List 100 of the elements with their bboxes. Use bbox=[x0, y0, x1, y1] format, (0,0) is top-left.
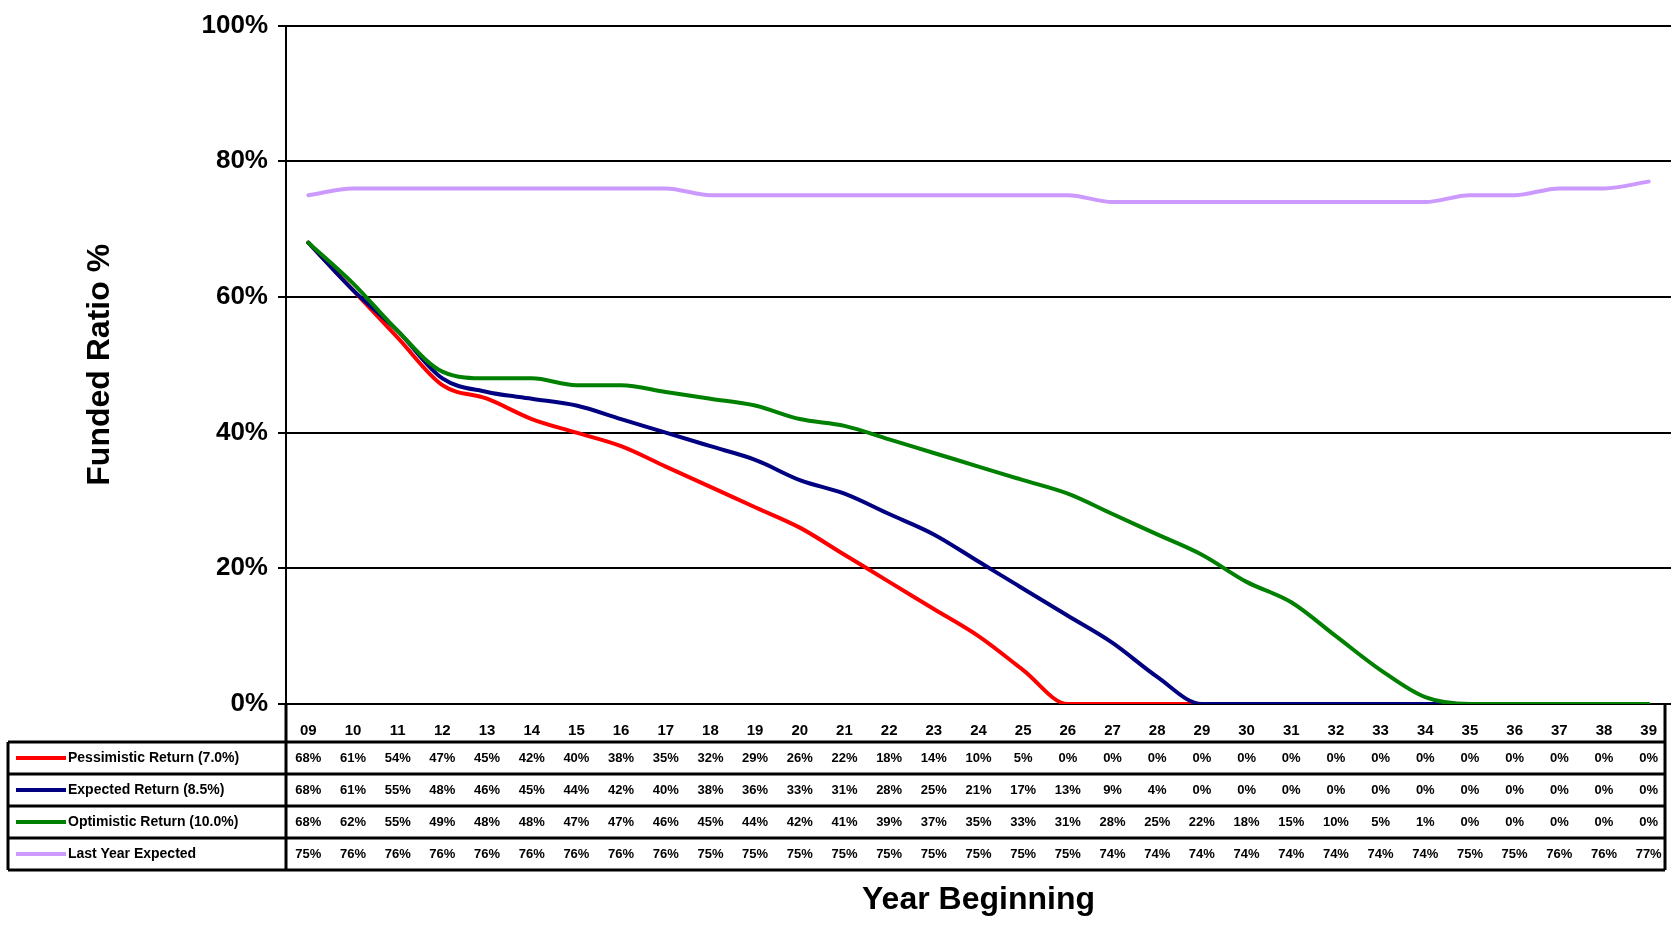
data-label: 76% bbox=[429, 845, 456, 861]
data-label: 42% bbox=[786, 813, 814, 829]
x-axis-title: Year Beginning bbox=[862, 879, 1095, 916]
data-label: 0% bbox=[1326, 781, 1346, 797]
data-label: 0% bbox=[1549, 813, 1570, 829]
x-tick-label: 10 bbox=[344, 721, 362, 739]
x-tick-label: 26 bbox=[1059, 721, 1077, 739]
x-tick-label: 24 bbox=[970, 721, 988, 739]
data-label: 45% bbox=[474, 749, 501, 765]
data-label: 31% bbox=[1054, 813, 1082, 829]
data-label: 0% bbox=[1505, 813, 1525, 829]
text: 0% bbox=[1505, 781, 1525, 797]
data-label: 38% bbox=[608, 749, 635, 765]
data-label: 76% bbox=[474, 845, 501, 861]
legend-label: Expected Return (8.5%) bbox=[68, 780, 225, 797]
data-label: 33% bbox=[786, 781, 814, 797]
text: 0% bbox=[1415, 749, 1435, 765]
data-label: 61% bbox=[340, 781, 367, 797]
data-label: 5% bbox=[1371, 813, 1391, 829]
data-label: 75% bbox=[1054, 845, 1082, 861]
data-label: 15% bbox=[1278, 813, 1305, 829]
text: 0% bbox=[1505, 749, 1525, 765]
data-label: 0% bbox=[1192, 781, 1212, 797]
text: 0% bbox=[1549, 781, 1569, 797]
data-label: 0% bbox=[1594, 813, 1614, 829]
data-label: 74% bbox=[1322, 845, 1350, 861]
data-label: 75% bbox=[295, 845, 322, 861]
data-label: 76% bbox=[608, 845, 635, 861]
data-label: 0% bbox=[1460, 813, 1480, 829]
x-tick-label: 16 bbox=[612, 721, 630, 739]
data-label: 46% bbox=[474, 781, 501, 797]
x-tick-label: 38 bbox=[1595, 721, 1613, 739]
data-label: 68% bbox=[295, 781, 322, 797]
x-tick-label: 17 bbox=[657, 721, 675, 739]
x-tick-label: 30 bbox=[1238, 721, 1255, 739]
data-label: 21% bbox=[965, 781, 992, 797]
data-label: 75% bbox=[1456, 845, 1484, 861]
data-label: 75% bbox=[831, 845, 858, 861]
x-tick-label: 31 bbox=[1282, 721, 1300, 739]
data-label: 74% bbox=[1278, 845, 1305, 861]
data-label: 76% bbox=[1590, 845, 1618, 861]
x-tick-label: 19 bbox=[746, 721, 764, 739]
y-tick-label: 100% bbox=[201, 8, 268, 39]
data-label: 25% bbox=[1144, 813, 1171, 829]
data-label: 38% bbox=[697, 781, 724, 797]
data-label: 35% bbox=[965, 813, 992, 829]
data-label: 48% bbox=[474, 813, 501, 829]
data-label: 75% bbox=[920, 845, 948, 861]
data-label: 33% bbox=[1010, 813, 1037, 829]
data-label: 0% bbox=[1147, 749, 1168, 765]
text: 0% bbox=[1371, 749, 1390, 765]
x-tick-label: 09 bbox=[299, 721, 317, 739]
data-label: 4% bbox=[1147, 781, 1168, 797]
text: 0% bbox=[1594, 781, 1614, 797]
data-label: 22% bbox=[1188, 813, 1216, 829]
data-label: 49% bbox=[429, 813, 456, 829]
data-label: 75% bbox=[786, 845, 814, 861]
x-tick-label: 22 bbox=[880, 721, 898, 739]
x-tick-label: 21 bbox=[836, 721, 853, 739]
data-label: 14% bbox=[920, 749, 948, 765]
data-label: 76% bbox=[1546, 845, 1573, 861]
x-tick-label: 11 bbox=[389, 721, 406, 739]
data-label: 47% bbox=[429, 749, 456, 765]
data-label: 74% bbox=[1412, 845, 1439, 861]
y-axis-title: Funded Ratio % bbox=[79, 243, 116, 486]
y-tick-label: 60% bbox=[215, 280, 268, 311]
data-label: 0% bbox=[1639, 813, 1659, 829]
data-label: 45% bbox=[518, 781, 546, 797]
data-label: 18% bbox=[1233, 813, 1261, 829]
data-label: 39% bbox=[876, 813, 903, 829]
data-label: 37% bbox=[920, 813, 948, 829]
data-label: 17% bbox=[1010, 781, 1037, 797]
data-label: 0% bbox=[1192, 749, 1212, 765]
data-label: 75% bbox=[965, 845, 992, 861]
x-tick-label: 20 bbox=[791, 721, 809, 739]
data-label: 75% bbox=[697, 845, 724, 861]
data-label: 74% bbox=[1188, 845, 1216, 861]
text: 0% bbox=[1639, 781, 1659, 797]
x-tick-label: 13 bbox=[478, 721, 496, 739]
data-label: 75% bbox=[876, 845, 903, 861]
data-label: 32% bbox=[697, 749, 724, 765]
data-label: 0% bbox=[1371, 781, 1391, 797]
data-label: 9% bbox=[1103, 781, 1123, 797]
data-label: 68% bbox=[295, 749, 322, 765]
text: 0% bbox=[1281, 749, 1301, 765]
y-tick-label: 0% bbox=[230, 687, 268, 718]
data-label: 0% bbox=[1237, 781, 1257, 797]
legend-label: Pessimistic Return (7.0%) bbox=[68, 748, 240, 765]
x-tick-label: 25 bbox=[1014, 721, 1032, 739]
x-tick-label: 32 bbox=[1327, 721, 1345, 739]
data-label: 55% bbox=[384, 813, 412, 829]
data-label: 40% bbox=[563, 749, 590, 765]
data-label: 75% bbox=[742, 845, 769, 861]
data-label: 74% bbox=[1233, 845, 1261, 861]
data-label: 0% bbox=[1103, 749, 1123, 765]
x-tick-label: 27 bbox=[1104, 721, 1121, 739]
data-label: 76% bbox=[340, 845, 367, 861]
x-tick-label: 12 bbox=[434, 721, 451, 739]
data-label: 44% bbox=[742, 813, 769, 829]
data-label: 1% bbox=[1415, 813, 1436, 829]
